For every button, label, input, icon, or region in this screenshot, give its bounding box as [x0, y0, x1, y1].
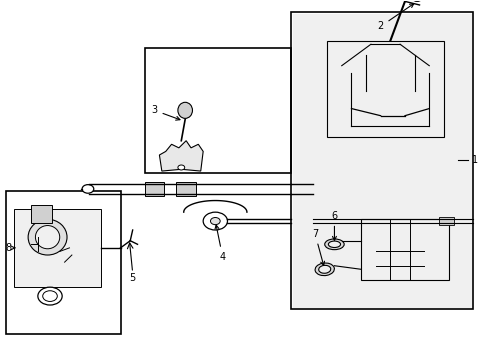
Ellipse shape: [318, 265, 330, 273]
FancyBboxPatch shape: [30, 205, 52, 223]
FancyBboxPatch shape: [14, 208, 101, 287]
Circle shape: [38, 287, 62, 305]
Polygon shape: [159, 141, 203, 171]
Text: 8: 8: [5, 243, 15, 253]
FancyBboxPatch shape: [326, 41, 443, 137]
Text: 4: 4: [215, 225, 225, 262]
Ellipse shape: [35, 226, 60, 249]
FancyBboxPatch shape: [438, 217, 453, 225]
FancyBboxPatch shape: [361, 219, 448, 280]
Text: 7: 7: [311, 229, 324, 265]
Circle shape: [178, 165, 184, 170]
Text: 3: 3: [151, 105, 180, 120]
FancyBboxPatch shape: [176, 182, 196, 196]
Text: 6: 6: [331, 211, 337, 240]
Text: 2: 2: [377, 4, 413, 31]
Circle shape: [42, 291, 57, 301]
Ellipse shape: [28, 219, 67, 255]
Ellipse shape: [178, 102, 192, 118]
Text: 1: 1: [471, 156, 478, 165]
Ellipse shape: [409, 0, 424, 1]
Text: 5: 5: [129, 273, 136, 283]
Circle shape: [82, 185, 94, 193]
Circle shape: [203, 212, 227, 230]
FancyBboxPatch shape: [144, 182, 164, 196]
Circle shape: [210, 217, 220, 225]
Ellipse shape: [324, 239, 344, 249]
Ellipse shape: [328, 241, 340, 248]
Ellipse shape: [314, 263, 334, 276]
